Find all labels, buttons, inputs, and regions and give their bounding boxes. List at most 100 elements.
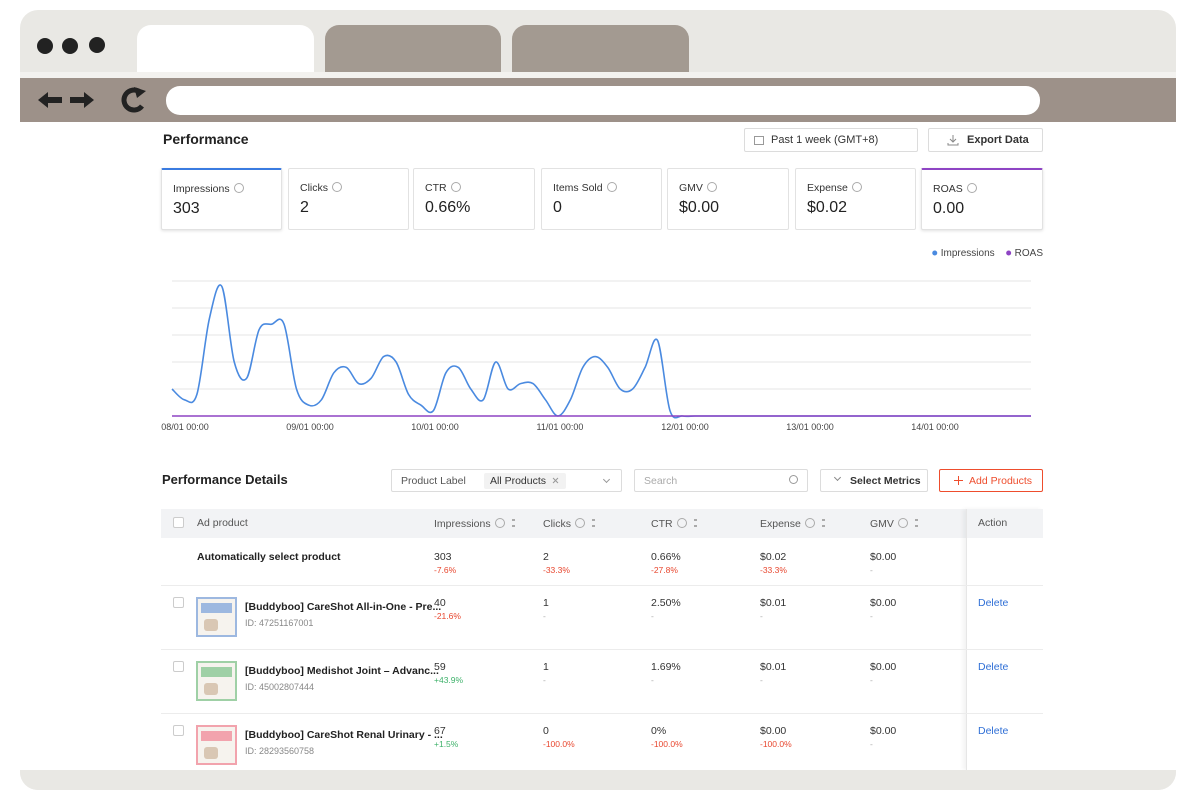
sort-icon[interactable] <box>592 519 595 527</box>
active-tab[interactable] <box>137 25 314 75</box>
cell-change: -21.6% <box>434 611 461 621</box>
product-id: ID: 28293560758 <box>245 746 315 756</box>
cell-value: $0.00 <box>870 551 897 563</box>
calendar-icon <box>754 136 764 145</box>
section-title: Performance Details <box>162 472 288 487</box>
legend-label: Impressions <box>941 248 995 259</box>
cell-value: $0.00 <box>870 661 897 673</box>
metric-card[interactable]: Expense $0.02 <box>795 168 916 230</box>
checkbox[interactable] <box>173 725 184 736</box>
cell-value: $0.00 <box>760 725 787 737</box>
cell-change: - <box>870 565 873 575</box>
thumbnail-band <box>201 731 232 741</box>
column-header: CTR <box>651 518 687 530</box>
sort-icon[interactable] <box>512 519 515 527</box>
nav-buttons[interactable] <box>30 80 160 120</box>
filter-chip: All Products <box>484 473 566 489</box>
cell-value: 2 <box>543 551 549 563</box>
column-header: Ad product <box>197 517 248 529</box>
metric-label: CTR <box>425 182 461 194</box>
export-label: Export Data <box>967 134 1029 146</box>
checkbox[interactable] <box>173 661 184 672</box>
cell-change: -100.0% <box>651 739 683 749</box>
checkbox[interactable] <box>173 517 184 528</box>
section-title: Performance <box>163 131 249 147</box>
metric-label: ROAS <box>933 183 977 195</box>
action-column <box>966 509 1043 770</box>
product-name: Automatically select product <box>197 551 341 563</box>
search-box[interactable]: Search <box>634 469 808 492</box>
metric-card[interactable]: CTR 0.66% <box>413 168 535 230</box>
address-bar[interactable] <box>166 86 1040 115</box>
x-tick-label: 12/01 00:00 <box>661 422 709 432</box>
column-header: Expense <box>760 518 815 530</box>
thumbnail-product <box>204 683 218 695</box>
x-tick-label: 11/01 00:00 <box>537 422 584 432</box>
product-name: [Buddyboo] CareShot All-in-One - Pre... <box>245 601 442 613</box>
product-thumbnail <box>196 661 237 701</box>
product-id: ID: 45002807444 <box>245 682 315 692</box>
select-metrics-button[interactable]: Select Metrics <box>820 469 928 492</box>
series-line <box>171 284 1031 419</box>
legend-label: ROAS <box>1015 248 1044 259</box>
search-icon <box>789 475 798 484</box>
cell-change: - <box>760 611 763 621</box>
legend-marker <box>1006 250 1012 256</box>
delete-link[interactable]: Delete <box>978 597 1009 609</box>
legend-marker <box>932 250 938 256</box>
metric-value: 2 <box>300 199 309 216</box>
product-thumbnail <box>196 725 237 765</box>
product-name: [Buddyboo] Medishot Joint – Advanc... <box>245 665 439 677</box>
search-placeholder: Search <box>644 475 678 487</box>
x-tick-label: 13/01 00:00 <box>786 422 834 432</box>
thumbnail-band <box>201 603 232 613</box>
delete-link[interactable]: Delete <box>978 725 1009 737</box>
x-tick-label: 08/01 00:00 <box>161 422 209 432</box>
x-tick-label: 10/01 00:00 <box>411 422 459 432</box>
export-button[interactable]: Export Data <box>928 128 1043 152</box>
metric-value: 0.00 <box>933 200 965 217</box>
metric-value: 0.66% <box>425 199 471 216</box>
date-picker[interactable]: Past 1 week (GMT+8) <box>744 128 918 152</box>
product-thumbnail <box>196 597 237 637</box>
metric-label: Items Sold <box>553 182 617 194</box>
plus-icon <box>958 476 959 485</box>
row-divider <box>161 713 1043 714</box>
cell-value: 1.69% <box>651 661 681 673</box>
metric-value: 303 <box>173 200 200 217</box>
tab[interactable] <box>512 25 689 75</box>
cell-value: 0 <box>543 725 549 737</box>
metric-value: 0 <box>553 199 562 216</box>
metric-card[interactable]: Clicks 2 <box>288 168 409 230</box>
sort-icon[interactable] <box>915 519 918 527</box>
product-filter[interactable]: Product Label All Products <box>391 469 622 492</box>
metric-card[interactable]: ROAS 0.00 <box>921 168 1043 230</box>
cell-change: +1.5% <box>434 739 459 749</box>
checkbox[interactable] <box>173 597 184 608</box>
x-tick-label: 14/01 00:00 <box>911 422 959 432</box>
cell-value: $0.01 <box>760 597 787 609</box>
cell-value: 1 <box>543 661 549 673</box>
sort-icon[interactable] <box>694 519 697 527</box>
cell-value: $0.02 <box>760 551 787 563</box>
cell-change: - <box>870 611 873 621</box>
metric-label: Expense <box>807 182 862 194</box>
delete-link[interactable]: Delete <box>978 661 1009 673</box>
filter-label: Product Label <box>401 475 466 487</box>
cell-value: 0% <box>651 725 667 737</box>
metric-card[interactable]: GMV $0.00 <box>667 168 789 230</box>
metric-card[interactable]: Items Sold 0 <box>541 168 662 230</box>
sort-icon[interactable] <box>822 519 825 527</box>
add-products-label: Add Products <box>969 475 1033 487</box>
chart-left-clip <box>140 420 161 436</box>
add-products-button[interactable]: Add Products <box>939 469 1043 492</box>
download-icon <box>947 135 959 146</box>
metric-card[interactable]: Impressions 303 <box>161 168 282 230</box>
cell-change: -33.3% <box>760 565 787 575</box>
column-header: Impressions <box>434 518 505 530</box>
tab[interactable] <box>325 25 501 75</box>
cell-value: 2.50% <box>651 597 681 609</box>
thumbnail-product <box>204 619 218 631</box>
